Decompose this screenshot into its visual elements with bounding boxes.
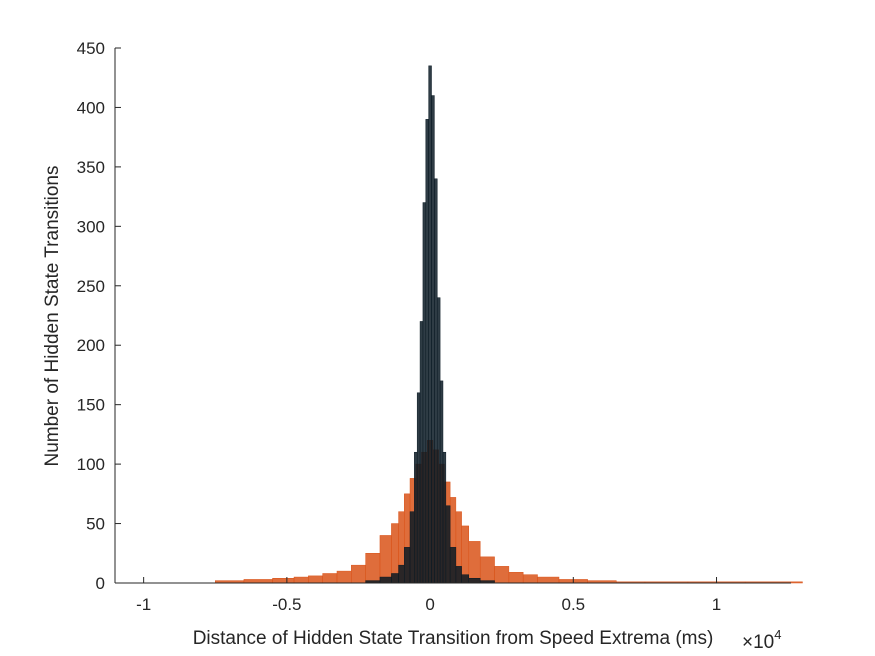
histogram-bar-orange xyxy=(351,565,365,583)
y-tick-label: 150 xyxy=(77,396,105,415)
y-tick-label: 0 xyxy=(96,574,105,593)
x-tick-label: -1 xyxy=(136,595,151,614)
histogram-bar-orange xyxy=(380,535,391,583)
histogram-bar-orange xyxy=(273,578,294,583)
histogram-bar-dark xyxy=(462,575,469,583)
histogram-bar-orange xyxy=(337,571,351,583)
y-tick-label: 100 xyxy=(77,455,105,474)
x-exponent-base: ×10 xyxy=(742,632,774,653)
x-tick-label: 0 xyxy=(425,595,434,614)
y-tick-label: 350 xyxy=(77,158,105,177)
x-tick-label: 0.5 xyxy=(561,595,585,614)
histogram-bar-dark xyxy=(446,506,450,583)
histogram-bar-orange xyxy=(480,557,494,583)
dark-bar-group xyxy=(366,66,495,583)
histogram-bar-dark xyxy=(437,298,440,583)
histogram-bar-orange xyxy=(495,566,509,583)
x-exponent-label: ×104 xyxy=(742,627,781,653)
histogram-bar-dark xyxy=(450,547,456,583)
histogram-bar-dark xyxy=(414,452,417,583)
histogram-bar-orange xyxy=(469,541,480,583)
histogram-bar-dark xyxy=(426,119,429,583)
y-tick-label: 250 xyxy=(77,277,105,296)
y-tick-label: 200 xyxy=(77,336,105,355)
histogram-bar-orange xyxy=(294,577,308,583)
histogram-bar-orange xyxy=(323,573,337,583)
x-tick-label: -0.5 xyxy=(272,595,301,614)
histogram-bar-orange xyxy=(509,572,523,583)
y-tick-label: 400 xyxy=(77,98,105,117)
histogram-bar-dark xyxy=(469,578,480,583)
histogram-bar-dark xyxy=(391,573,398,583)
histogram-bar-dark xyxy=(404,547,410,583)
histogram-bar-orange xyxy=(523,575,537,583)
histogram-bar-dark xyxy=(417,393,420,583)
y-axis-label: Number of Hidden State Transitions xyxy=(42,166,63,467)
y-tick-label: 300 xyxy=(77,217,105,236)
histogram-bar-dark xyxy=(434,179,437,583)
x-tick-label: 1 xyxy=(712,595,721,614)
histogram-bar-orange xyxy=(366,553,380,583)
histogram-bar-dark xyxy=(440,381,443,583)
histogram-bar-dark xyxy=(429,66,432,583)
histogram-bar-dark xyxy=(443,452,446,583)
y-tick-label: 50 xyxy=(86,515,105,534)
histogram-bar-dark xyxy=(432,96,435,583)
histogram-bar-dark xyxy=(380,577,391,583)
x-axis-label: Distance of Hidden State Transition from… xyxy=(193,628,714,649)
histogram-bar-orange xyxy=(244,579,273,583)
histogram-bar-dark xyxy=(410,512,414,583)
histogram-bar-orange xyxy=(308,576,322,583)
y-tick-label: 450 xyxy=(77,39,105,58)
histogram-bar-dark xyxy=(420,321,423,583)
histogram-bar-dark xyxy=(399,565,405,583)
orange-bar-group xyxy=(215,440,802,583)
x-exponent-power: 4 xyxy=(774,627,781,642)
histogram-bar-dark xyxy=(423,203,426,583)
histogram-bar-orange xyxy=(538,577,559,583)
histogram-bar-dark xyxy=(456,566,462,583)
